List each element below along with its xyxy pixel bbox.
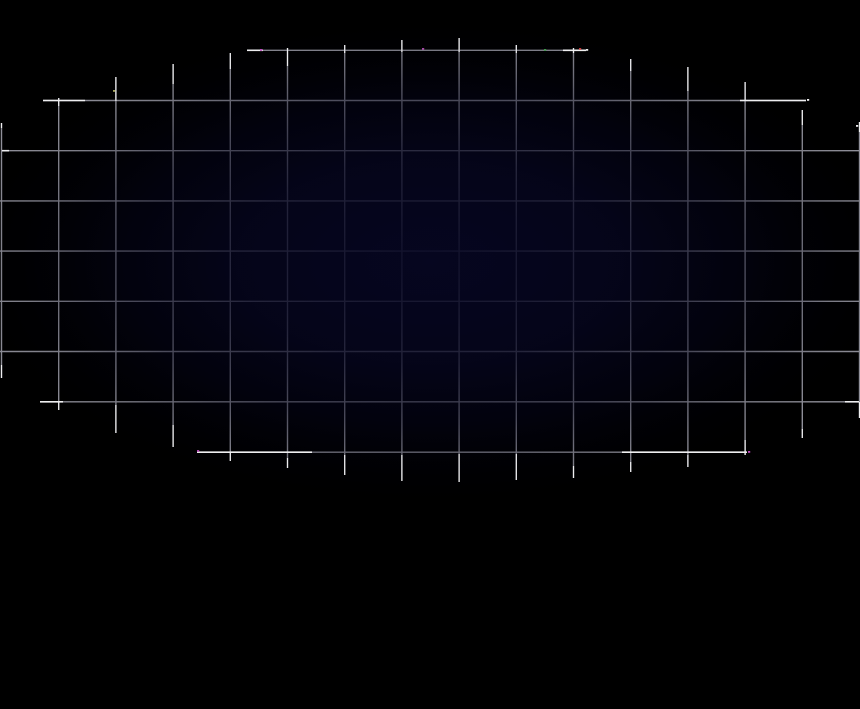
artifact-pixel (197, 450, 200, 452)
artifact-pixel (807, 99, 810, 101)
artifact-pixel (856, 125, 859, 127)
artifact-pixel (113, 90, 116, 92)
artifact-pixel (586, 49, 589, 51)
artifact-pixel (422, 48, 425, 50)
artifact-pixels-layer (113, 48, 859, 453)
artifact-pixel (579, 48, 582, 50)
artifact-pixel (260, 49, 263, 51)
artifact-pixel (748, 451, 751, 453)
artifact-pixel (544, 49, 547, 51)
